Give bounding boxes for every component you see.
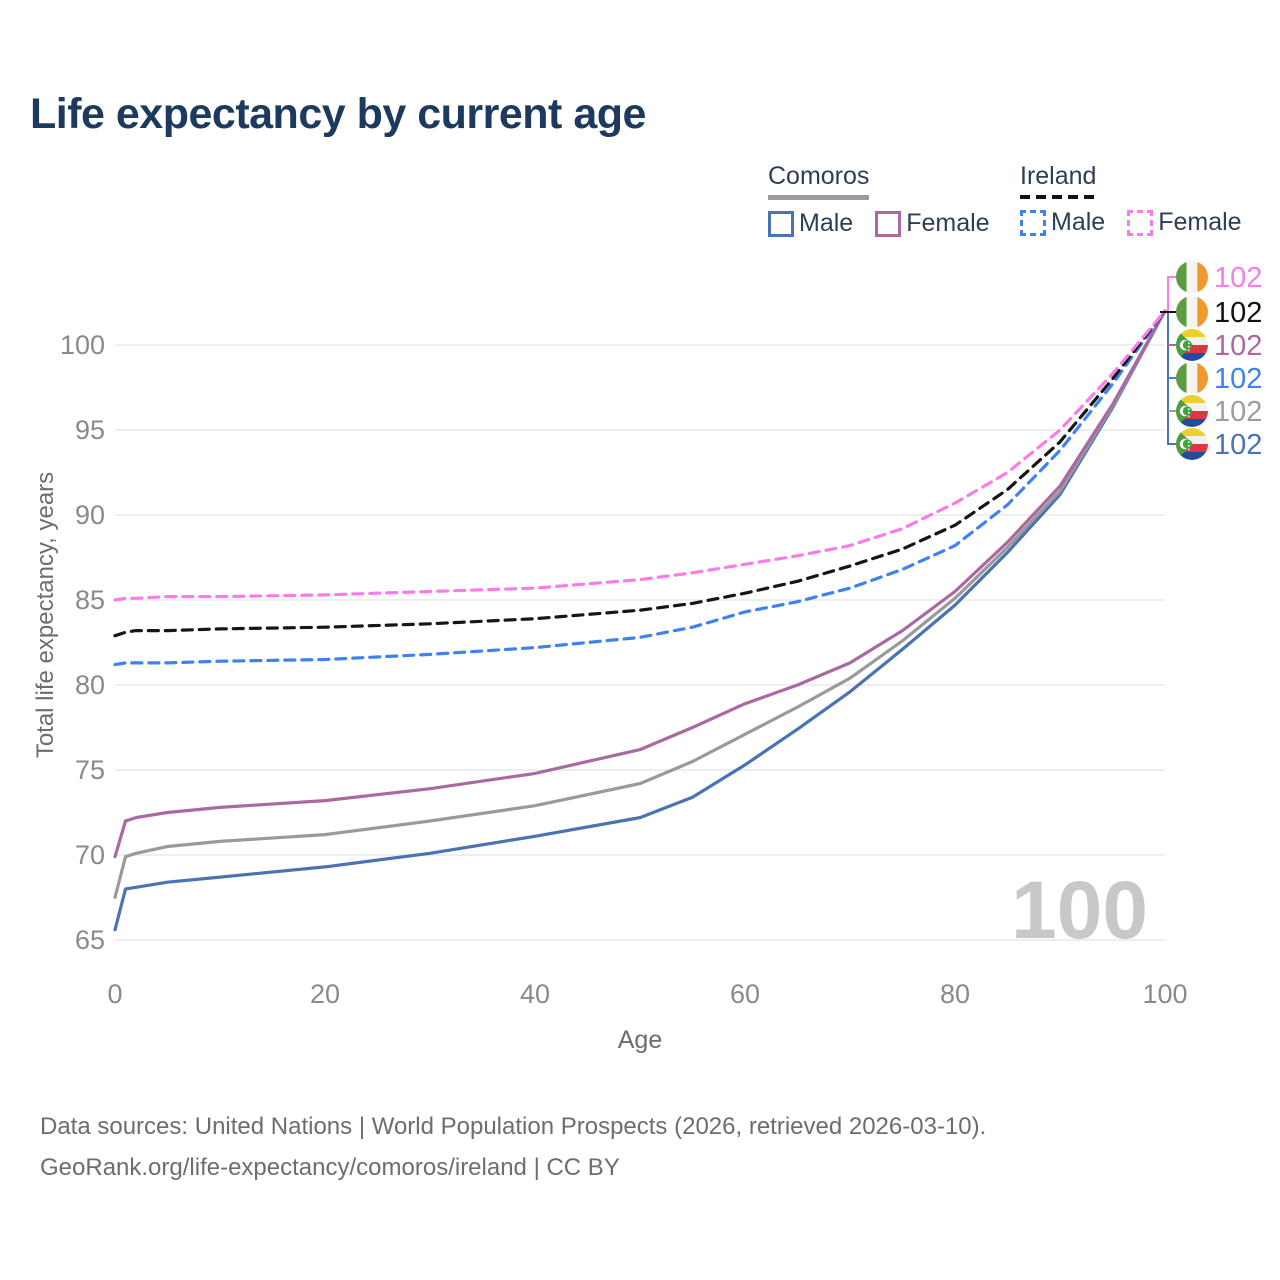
y-tick-label: 80 <box>75 670 105 700</box>
y-tick-label: 75 <box>75 755 105 785</box>
legend-header-ireland: Ireland <box>1020 162 1097 199</box>
legend-item-ireland-male-label: Male <box>1051 208 1106 236</box>
x-tick-label: 60 <box>730 979 760 1009</box>
x-tick-label: 20 <box>310 979 340 1009</box>
legend-group-comoros: Comoros Male Female <box>768 162 990 238</box>
series-line-ireland-female[interactable] <box>113 309 1167 602</box>
y-tick-label: 95 <box>75 415 105 445</box>
series-line-comoros-female[interactable] <box>113 309 1167 859</box>
ireland-male-swatch-icon <box>1020 209 1046 236</box>
y-tick-label: 85 <box>75 585 105 615</box>
ireland-female-swatch-icon <box>1127 209 1154 236</box>
end-value-label: 102 <box>1214 330 1262 362</box>
footer-data-sources: Data sources: United Nations | World Pop… <box>40 1113 987 1140</box>
y-axis-title: Total life expectancy, years <box>32 471 59 759</box>
comoros-flag-icon <box>1176 428 1208 460</box>
end-value-label: 102 <box>1214 396 1262 428</box>
end-value-label: 102 <box>1214 363 1262 395</box>
ireland-dashed-line-swatch <box>1020 195 1097 199</box>
legend-item-comoros-female-label: Female <box>906 209 990 237</box>
ireland-flag-icon <box>1176 296 1208 328</box>
y-tick-label: 70 <box>75 840 105 870</box>
comoros-flag-icon <box>1176 329 1208 361</box>
legend-item-ireland-female-label: Female <box>1158 208 1242 236</box>
comoros-flag-icon <box>1176 395 1208 427</box>
x-axis-title: Age <box>617 1026 663 1054</box>
legend-header-comoros: Comoros <box>768 162 870 200</box>
y-tick-label: 65 <box>75 925 105 955</box>
legend-item-ireland-male[interactable]: Male <box>1020 208 1105 237</box>
y-tick-label: 100 <box>60 330 105 360</box>
age-watermark: 100 <box>1011 865 1148 956</box>
legend-header-comoros-label: Comoros <box>768 162 870 190</box>
page-title: Life expectancy by current age <box>30 90 646 138</box>
series-line-comoros-total[interactable] <box>113 309 1167 900</box>
end-value-label: 102 <box>1214 297 1262 329</box>
y-tick-label: 90 <box>75 500 105 530</box>
comoros-male-swatch-icon <box>768 210 794 237</box>
x-tick-label: 100 <box>1142 979 1187 1009</box>
series-line-comoros-male[interactable] <box>113 309 1167 932</box>
end-value-label: 102 <box>1214 262 1262 294</box>
connector-line <box>1167 276 1176 311</box>
legend-item-comoros-female[interactable]: Female <box>875 209 990 238</box>
x-tick-label: 0 <box>107 979 122 1009</box>
series-line-ireland-male[interactable] <box>113 309 1167 667</box>
legend-item-comoros-male[interactable]: Male <box>768 209 853 238</box>
footer: Data sources: United Nations | World Pop… <box>40 1106 986 1188</box>
legend-header-ireland-label: Ireland <box>1020 162 1097 190</box>
x-tick-label: 80 <box>940 979 970 1009</box>
comoros-solid-line-swatch <box>768 195 870 200</box>
legend-item-comoros-male-label: Male <box>799 209 854 237</box>
legend-group-ireland: Ireland Male Female <box>1020 162 1242 237</box>
connector-line <box>1167 311 1176 445</box>
comoros-female-swatch-icon <box>875 210 902 237</box>
footer-attribution: GeoRank.org/life-expectancy/comoros/irel… <box>40 1154 620 1181</box>
series-line-ireland-total[interactable] <box>113 309 1167 638</box>
end-value-label: 102 <box>1214 429 1262 461</box>
x-tick-label: 40 <box>520 979 550 1009</box>
ireland-flag-icon <box>1176 261 1208 293</box>
ireland-flag-icon <box>1176 362 1208 394</box>
legend-item-ireland-female[interactable]: Female <box>1127 208 1242 237</box>
